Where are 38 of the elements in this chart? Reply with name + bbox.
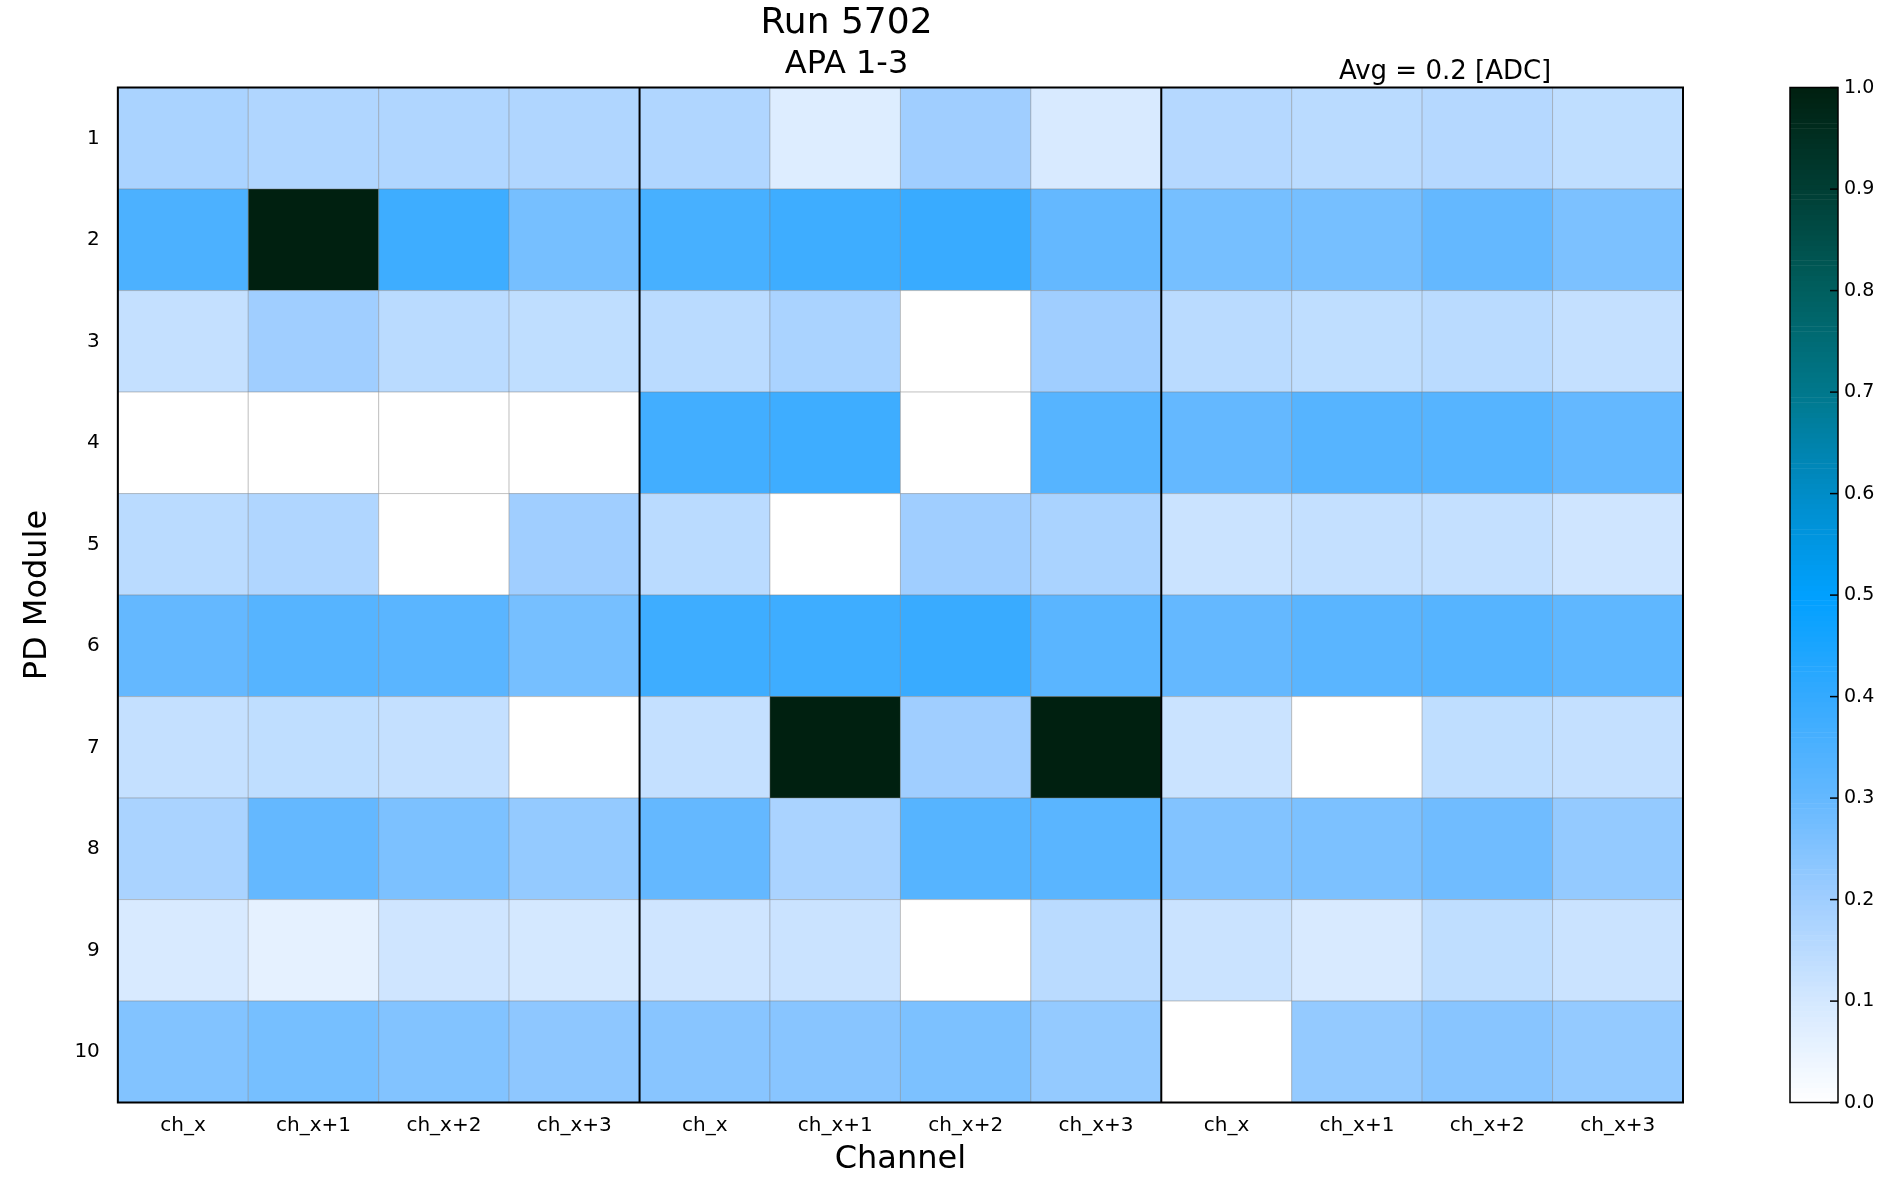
y-axis-title: PD Module [15, 509, 54, 681]
x-tick-label: ch_x [682, 1111, 728, 1136]
color-bar-label: 1.0 [1844, 74, 1875, 97]
color-bar-label: 0.6 [1844, 480, 1875, 503]
y-tick-label: 8 [87, 835, 100, 860]
color-bar-label: 0.7 [1844, 379, 1875, 402]
x-tick-label: ch_x+3 [536, 1111, 612, 1136]
chart-subtitle: APA 1-3 [784, 42, 909, 81]
color-bar-label: 0.9 [1844, 176, 1875, 199]
text: Avg = 0.2 [ADC] [1338, 55, 1552, 86]
y-tick-label: 1 [87, 124, 100, 149]
y-tick-label: 4 [87, 429, 100, 454]
y-tick-label: 3 [87, 327, 100, 352]
color-bar-label: 0.2 [1844, 886, 1875, 909]
x-tick-label: ch_x+3 [1058, 1111, 1134, 1136]
color-bar-label: 0.1 [1844, 988, 1875, 1011]
x-axis-title: Channel [834, 1138, 967, 1177]
y-tick-label: 10 [74, 1038, 100, 1063]
y-tick-label: 5 [87, 530, 100, 555]
y-tick-label: 9 [87, 936, 100, 961]
color-bar-label: 0.5 [1844, 582, 1875, 605]
x-tick-label: ch_x+3 [1580, 1111, 1656, 1136]
x-tick-label: ch_x+2 [928, 1111, 1004, 1136]
x-tick-label: ch_x+1 [275, 1111, 351, 1136]
y-tick-label: 2 [87, 226, 100, 251]
color-bar-label: 0.3 [1844, 785, 1875, 808]
y-tick-label: 7 [87, 733, 100, 758]
x-tick-label: ch_x+1 [1319, 1111, 1395, 1136]
y-tick-label: 6 [87, 632, 100, 657]
color-bar-label: 0.0 [1844, 1089, 1875, 1112]
color-bar-label: 0.8 [1844, 277, 1875, 300]
x-tick-label: ch_x+2 [406, 1111, 482, 1136]
chart-title: Run 5702 [760, 0, 933, 41]
color-bar-label: 0.4 [1844, 683, 1875, 706]
x-tick-label: ch_x+2 [1449, 1111, 1525, 1136]
x-tick-label: ch_x [160, 1111, 206, 1136]
x-tick-label: ch_x [1203, 1111, 1250, 1136]
x-tick-label: ch_x+1 [797, 1111, 873, 1136]
